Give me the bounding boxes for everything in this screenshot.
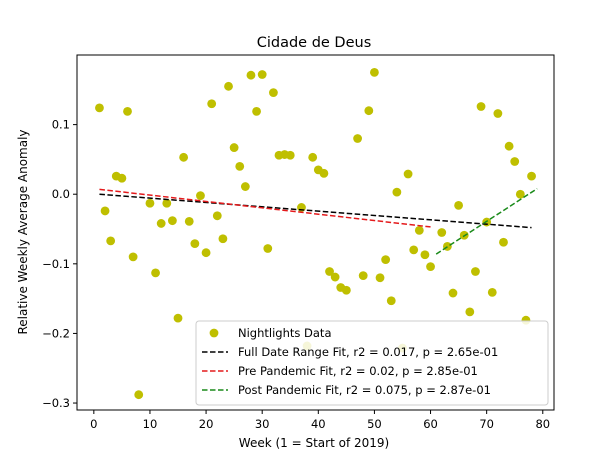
data-point [358, 271, 368, 281]
data-point [420, 250, 430, 260]
legend-label-fit-2: Post Pandemic Fit, r2 = 0.075, p = 2.87e… [238, 383, 491, 397]
y-tick-label: 0.1 [52, 118, 70, 132]
y-tick-label: −0.1 [42, 257, 70, 271]
x-tick-label: 10 [143, 417, 158, 431]
axes-frame [76, 54, 555, 411]
data-point [145, 198, 155, 208]
legend-label-scatter: Nightlights Data [238, 326, 332, 340]
data-point [527, 171, 536, 181]
data-point [156, 219, 166, 228]
x-tick-label: 20 [199, 417, 214, 431]
data-point [448, 288, 458, 298]
data-point [370, 68, 379, 77]
data-point [392, 187, 402, 197]
data-point [269, 88, 278, 97]
data-point [341, 285, 351, 295]
data-point [454, 200, 463, 210]
data-point [285, 150, 295, 160]
data-point [95, 103, 104, 113]
data-point [364, 106, 374, 116]
x-tick-label: 50 [367, 417, 382, 431]
data-point [330, 272, 340, 282]
data-point [409, 245, 419, 255]
data-point [471, 267, 480, 276]
data-point [173, 313, 183, 323]
data-point [201, 248, 211, 258]
data-point [381, 255, 391, 265]
fit-line-2 [435, 188, 538, 255]
data-point [207, 99, 217, 109]
chart-title: Cidade de Deus [257, 35, 372, 51]
data-point [184, 216, 194, 226]
data-point [252, 106, 261, 116]
data-point [325, 267, 334, 276]
data-point [263, 244, 273, 253]
data-point [196, 191, 205, 201]
data-point [437, 228, 447, 237]
x-tick-label: 30 [255, 417, 270, 431]
data-point [151, 268, 160, 278]
data-point [100, 206, 110, 216]
data-point [218, 234, 228, 244]
data-point [476, 102, 486, 111]
data-point [246, 70, 256, 80]
data-point [128, 252, 138, 262]
x-tick-label: 60 [423, 417, 438, 431]
legend-box [195, 320, 549, 406]
x-axis-label: Week (1 = Start of 2019) [239, 436, 389, 450]
y-tick-label: −0.3 [42, 396, 70, 410]
data-point [190, 239, 200, 249]
data-point [212, 211, 222, 221]
data-point [179, 152, 189, 162]
data-point [353, 134, 362, 143]
data-point [224, 81, 233, 91]
data-point [134, 390, 144, 400]
x-tick-label: 70 [479, 417, 494, 431]
data-point [123, 106, 132, 116]
data-point [375, 273, 385, 283]
data-point [426, 262, 435, 272]
data-point [414, 226, 424, 235]
data-point [487, 287, 497, 297]
legend-label-fit-0: Full Date Range Fit, r2 = 0.017, p = 2.6… [238, 345, 498, 359]
data-point [240, 182, 250, 191]
legend-marker-scatter [209, 328, 219, 338]
data-point [515, 189, 525, 199]
legend-label-fit-1: Pre Pandemic Fit, r2 = 0.02, p = 2.85e-0… [238, 364, 478, 378]
data-point [117, 173, 127, 183]
data-point [308, 152, 318, 162]
data-point [235, 161, 245, 171]
plot-area: 0 10 20 30 40 50 60 70 80 −0.3 −0.2 −0.1 0.0 0.1 Night… [42, 54, 555, 431]
data-point [319, 168, 329, 178]
data-point [386, 296, 396, 306]
data-point [162, 198, 172, 208]
data-point [510, 157, 520, 166]
x-tick-label: 0 [90, 417, 97, 431]
x-tick-label: 40 [311, 417, 326, 431]
data-point [106, 236, 116, 246]
data-point [465, 307, 475, 317]
data-point [499, 237, 508, 247]
fit-line-0 [99, 193, 532, 229]
y-axis-label: Relative Weekly Average Anomaly [16, 129, 30, 334]
data-point [403, 169, 413, 179]
y-tick-label: 0.0 [52, 187, 70, 201]
y-tick-label: −0.2 [42, 326, 70, 340]
data-point [493, 109, 503, 118]
data-point [229, 143, 239, 152]
x-tick-label: 80 [535, 417, 550, 431]
data-point [257, 70, 267, 79]
data-point [504, 141, 514, 151]
data-point [168, 216, 177, 226]
